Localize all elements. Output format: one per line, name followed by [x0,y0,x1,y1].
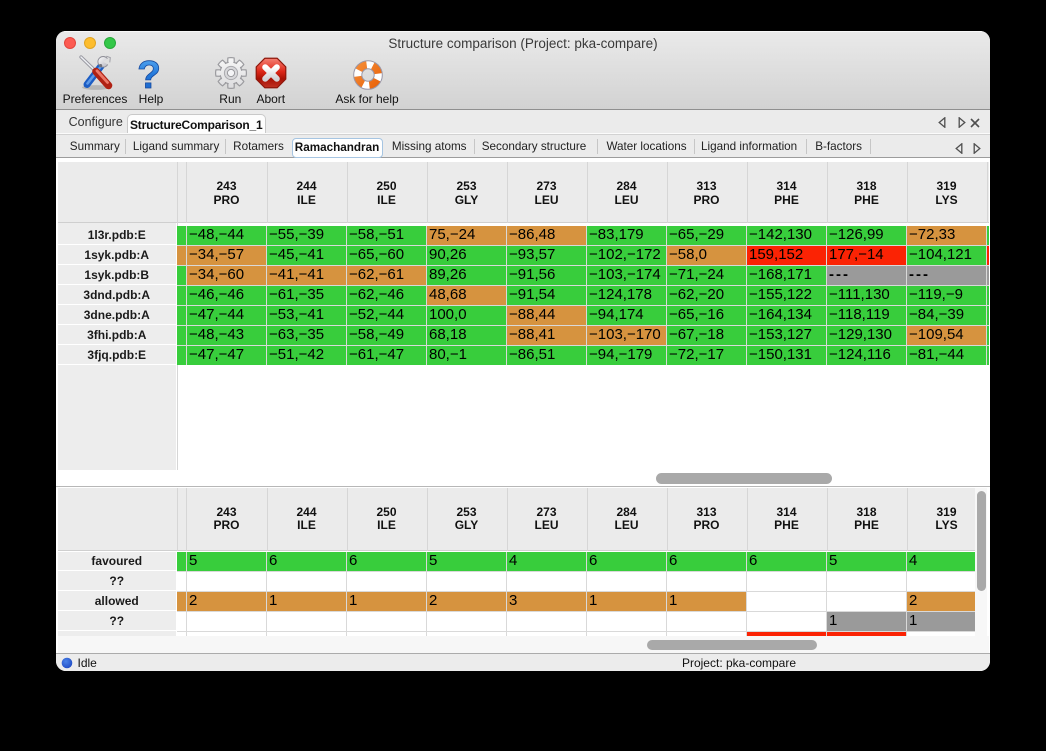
svg-text:?: ? [137,57,161,93]
